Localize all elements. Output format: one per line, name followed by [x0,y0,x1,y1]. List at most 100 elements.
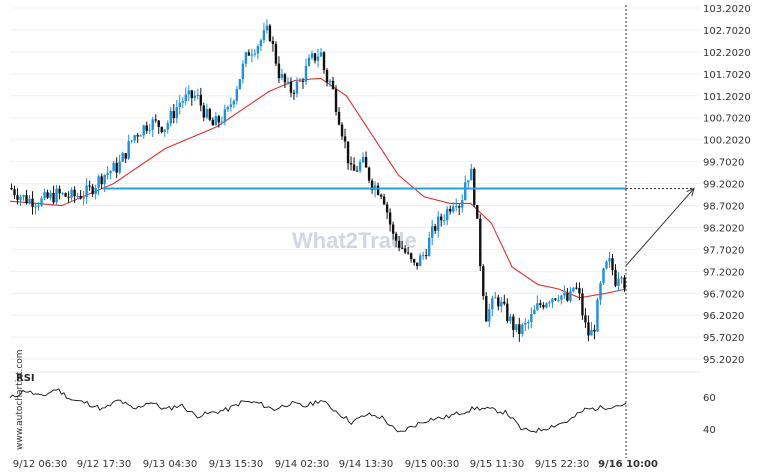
candle-body [166,123,169,130]
candle-body [340,124,344,137]
price-tick-label: 95.2020 [703,355,744,366]
candle-body [524,322,527,325]
candle-body [58,188,61,194]
candle-body [376,185,380,195]
candle-body [614,269,617,286]
price-tick-label: 102.2020 [703,48,751,59]
candle-body [464,182,467,201]
candle-body [136,135,139,137]
candle-body [280,74,284,79]
candle-body [277,63,281,79]
candle-body [617,278,620,286]
candle-body [292,92,296,94]
candle-body [446,208,449,221]
candle-body [274,43,278,64]
candle-body [73,189,76,197]
candle-body [106,173,109,175]
candle-body [268,25,272,42]
candle-body [334,89,338,112]
candle-body [79,196,82,199]
candle-body [397,240,401,248]
price-tick-label: 95.7020 [703,333,744,344]
candle-body [13,189,16,196]
candle-body [205,109,209,118]
candle-body [82,197,85,199]
candle-body [199,94,203,106]
candle-body [316,56,320,61]
candle-body [250,54,254,56]
candle-body [364,157,368,168]
candle-body [497,297,500,307]
candle-body [467,180,470,183]
candle-body [623,277,626,289]
candle-body [367,167,371,181]
candle-body [400,247,404,249]
candle-body [235,89,239,101]
rsi-panel: RSI 60 40 [9,371,716,436]
candle-body [346,141,350,164]
candle-body [310,53,314,58]
candle-body [103,174,106,185]
candle-body [382,196,386,205]
candle-body [67,196,70,198]
candle-body [458,206,461,208]
candle-body [187,90,190,95]
candle-body [536,303,539,310]
candle-body [301,80,305,82]
time-tick-label: 9/12 06:30 [13,459,67,470]
price-tick-label: 99.2020 [703,180,744,191]
price-tick-label: 96.2020 [703,311,744,322]
side-text: www.autochartist.com [15,349,25,450]
candle-body [424,255,428,257]
candle-body [175,107,178,119]
candle-body [593,329,596,332]
candle-body [385,204,389,213]
candle-body [572,287,575,292]
time-axis: 9/12 06:30 9/12 17:30 9/13 04:30 9/13 15:30… [13,459,658,470]
candle-body [94,187,97,195]
candle-body [61,193,64,195]
price-tick-label: 97.2020 [703,267,744,278]
candle-body [139,135,142,137]
projection-arrow [625,187,695,267]
time-tick-label: 9/16 10:00 [598,459,658,470]
candle-body [154,119,157,121]
candle-body [133,135,136,141]
candle-body [391,224,395,234]
candle-body [217,116,221,123]
projection-line [625,188,695,267]
rsi-line [9,388,627,433]
candle-body [587,322,590,336]
candle-body [331,80,335,90]
candle-body [521,324,524,335]
candle-body [578,288,581,294]
candle-body [473,168,476,205]
candle-body [25,195,28,204]
candle-body [515,324,518,330]
candle-body [518,324,521,335]
candle-body [193,95,196,99]
candle-body [403,248,407,253]
candle-body [40,198,43,206]
candle-body [151,119,154,130]
candle-body [181,100,184,103]
price-tick-label: 99.7020 [703,158,744,169]
candle-body [358,162,362,171]
candle-body [394,233,398,241]
candle-body [241,63,245,80]
candle-body [506,303,509,321]
candle-body [388,212,392,225]
price-tick-label: 102.7020 [703,26,751,37]
price-tick-label: 96.7020 [703,289,744,300]
candle-body [509,316,512,321]
candle-body [545,303,548,308]
candle-body [512,316,515,330]
candle-body [115,162,118,173]
candle-body [178,102,181,108]
candle-body [421,255,425,257]
candle-body [337,111,341,125]
candle-body [172,111,175,119]
candle-body [271,41,275,44]
candle-body [539,303,542,306]
